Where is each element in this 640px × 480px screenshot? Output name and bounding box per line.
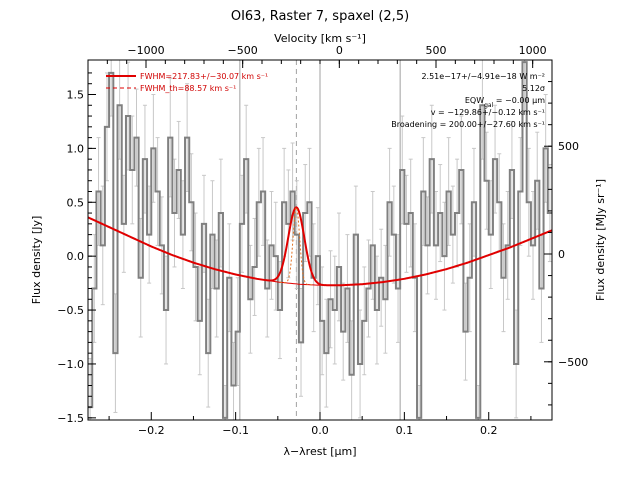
x2-tick-label: 0 xyxy=(336,44,343,57)
y-tick-label: 0.5 xyxy=(67,196,85,209)
spectrum-histogram xyxy=(88,61,552,419)
legend-thermal-label: FWHM_th=88.57 km s⁻¹ xyxy=(140,84,236,93)
line-flux-annotation: 2.51e−17+/−4.91e−18 W m⁻² xyxy=(421,72,545,81)
legend: FWHM=217.83+/−30.07 km s⁻¹ FWHM_th=88.57… xyxy=(106,72,268,93)
y-tick-label: 0.0 xyxy=(67,250,85,263)
x-tick-label: 0.2 xyxy=(480,424,498,437)
y2-tick-label: 0 xyxy=(558,248,565,261)
thermal-profile-curve xyxy=(279,206,313,286)
eqw-text: EQW xyxy=(465,96,484,105)
x2-tick-label: 500 xyxy=(426,44,447,57)
x-tick-label: 0.1 xyxy=(396,424,414,437)
y2-tick-label: −500 xyxy=(558,356,588,369)
y-tick-label: −1.0 xyxy=(57,358,84,371)
x2-tick-label: −500 xyxy=(228,44,258,57)
annotations: 2.51e−17+/−4.91e−18 W m⁻² 5.12σ EQWgal =… xyxy=(391,72,545,129)
plot-area xyxy=(88,60,552,420)
x-tick-label: −0.2 xyxy=(138,424,165,437)
x-axis-label: λ−λrest [μm] xyxy=(283,445,356,458)
fit-curve xyxy=(88,206,552,287)
y-axis-label: Flux density [Jy] xyxy=(30,216,43,305)
y-tick-label: 1.5 xyxy=(67,88,85,101)
top-axis-label: Velocity [km s⁻¹] xyxy=(274,32,366,45)
eqw-annotation: EQWgal = −0.00 μm xyxy=(465,96,545,109)
y-tick-label: 1.0 xyxy=(67,142,85,155)
y2-tick-label: 500 xyxy=(558,140,579,153)
eqw-value: = −0.00 μm xyxy=(493,96,545,105)
x2-tick-label: −1000 xyxy=(127,44,164,57)
x-tick-label: −0.1 xyxy=(222,424,249,437)
y-tick-label: −0.5 xyxy=(57,304,84,317)
axes-group: −0.2 −0.1 0.0 0.1 0.2 −1.5 −1.0 −0.5 0.0 0.5 1.0 1.… xyxy=(57,44,588,437)
chart-title: OI63, Raster 7, spaxel (2,5) xyxy=(231,9,409,24)
right-axis-label: Flux density [MJy sr⁻¹] xyxy=(594,179,607,301)
x2-tick-label: 1000 xyxy=(519,44,547,57)
eqw-subscript: gal xyxy=(484,102,493,109)
legend-fit-label: FWHM=217.83+/−30.07 km s⁻¹ xyxy=(140,72,268,81)
significance-annotation: 5.12σ xyxy=(522,84,545,93)
x-tick-label: 0.0 xyxy=(311,424,329,437)
y-tick-label: −1.5 xyxy=(57,412,84,425)
velocity-annotation: v = −129.86+/−0.12 km s⁻¹ xyxy=(431,108,545,117)
broadening-annotation: Broadening = 200.00+/−27.60 km s⁻¹ xyxy=(391,120,545,129)
